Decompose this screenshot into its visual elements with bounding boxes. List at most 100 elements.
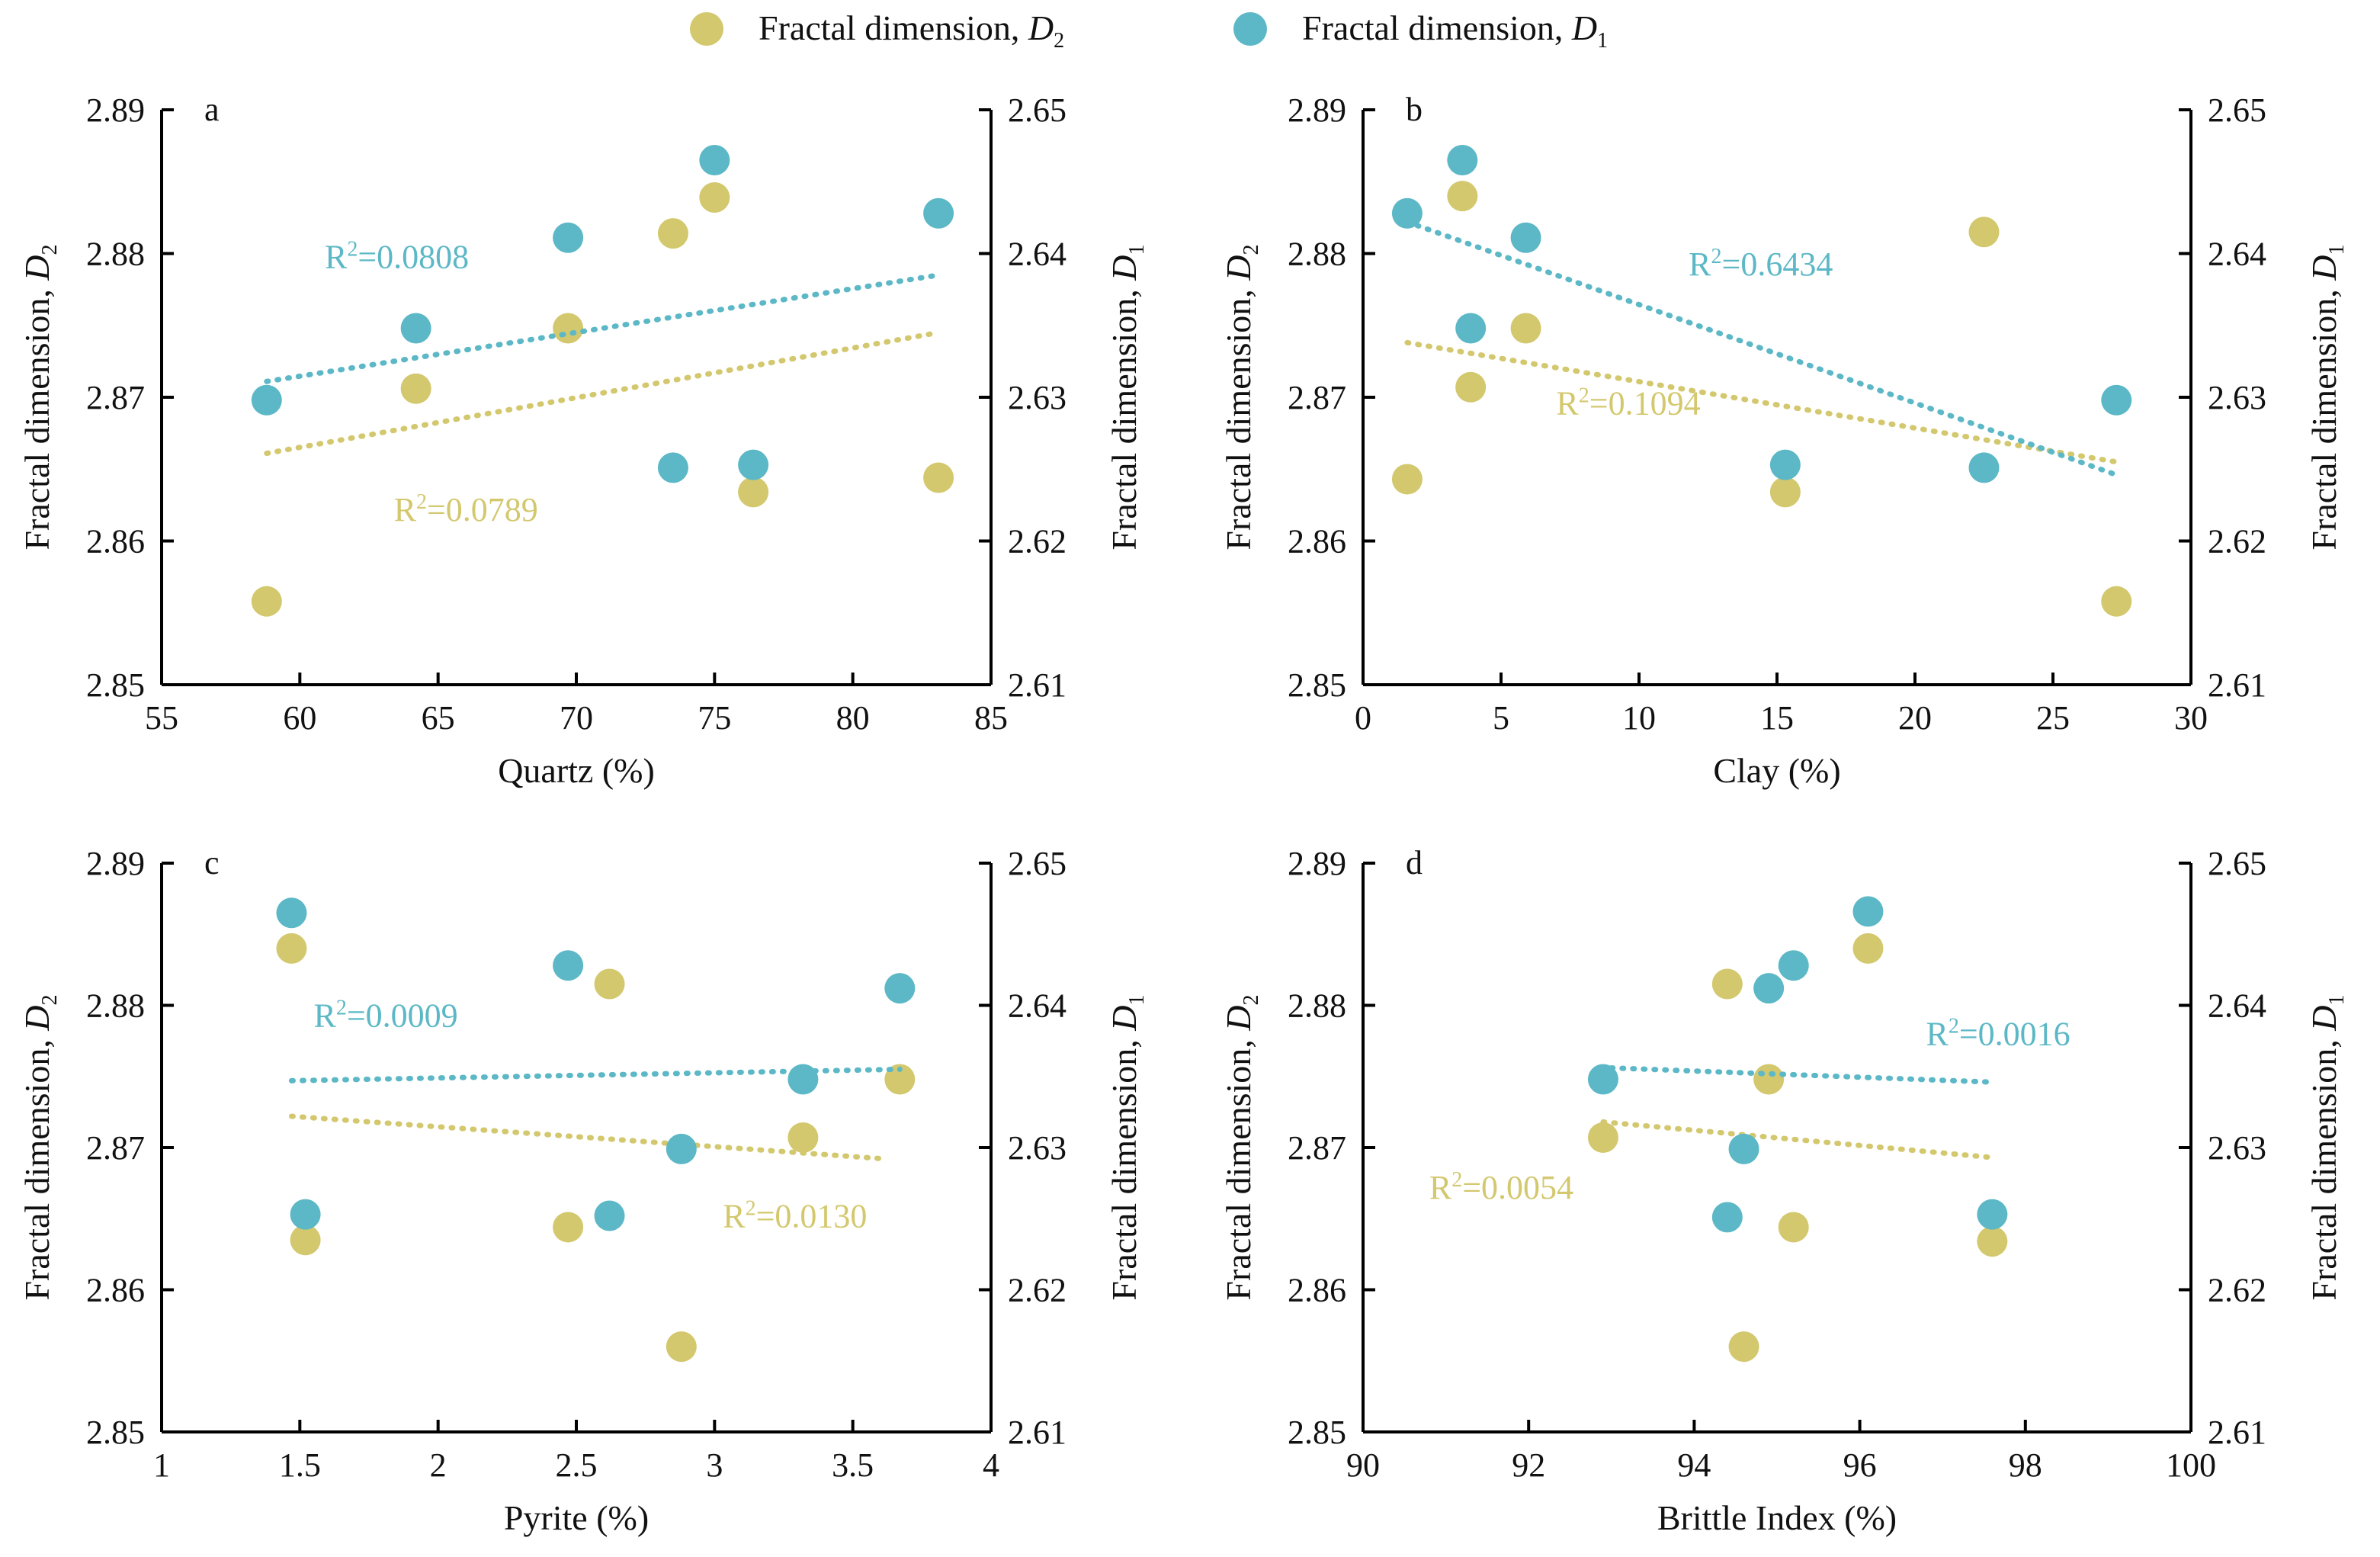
- x-tick-label: 20: [1898, 699, 1932, 737]
- data-point-d2: [923, 462, 954, 493]
- left-y-tick-label: 2.87: [1288, 1129, 1346, 1167]
- r-squared-label-d1: R2=0.0808: [325, 237, 469, 275]
- data-point-d1: [553, 950, 584, 981]
- right-y-tick-label: 2.63: [2208, 379, 2266, 416]
- x-tick-label: 3.5: [832, 1446, 874, 1484]
- panel-a: 55 60 65 70 75 80 85 2.85 2.86 2.87 2.88 2.89 2.61 2.…: [18, 91, 1149, 790]
- x-tick-label: 92: [1512, 1446, 1545, 1484]
- data-point-d2: [1447, 181, 1478, 212]
- data-point-d1: [553, 222, 584, 253]
- right-y-tick-label: 2.65: [2208, 91, 2266, 129]
- data-point-d2: [553, 313, 584, 344]
- right-y-axis-title: Fractal dimension, D1: [2305, 244, 2349, 550]
- right-y-axis-title: Fractal dimension, D1: [2305, 994, 2349, 1300]
- data-point-d1: [657, 452, 688, 483]
- right-y-tick-label: 2.62: [2208, 1272, 2266, 1309]
- data-point-d1: [1711, 1202, 1743, 1233]
- data-point-d1: [251, 384, 282, 416]
- data-point-d1: [594, 1200, 625, 1231]
- data-point-d2: [1778, 1212, 1809, 1243]
- right-y-tick-label: 2.65: [2208, 845, 2266, 882]
- data-point-d1: [400, 313, 431, 344]
- left-y-tick-label: 2.85: [1288, 1414, 1346, 1451]
- data-point-d2: [738, 477, 769, 508]
- legend-marker-d1: [1233, 12, 1267, 46]
- legend-label-d1: Fractal dimension, D1: [1302, 8, 1608, 53]
- right-y-tick-label: 2.62: [1008, 1272, 1067, 1309]
- right-y-axis-title: Fractal dimension, D1: [1105, 994, 1149, 1300]
- left-y-tick-label: 2.85: [86, 666, 145, 704]
- left-y-tick-label: 2.89: [86, 91, 145, 129]
- left-y-tick-label: 2.86: [1288, 523, 1346, 560]
- left-y-tick-label: 2.87: [1288, 379, 1346, 416]
- data-point-d2: [657, 218, 688, 249]
- data-point-d2: [553, 1212, 584, 1243]
- r-squared-label-d2: R2=0.1094: [1556, 384, 1700, 422]
- right-y-tick-label: 2.61: [1008, 666, 1067, 704]
- trendline-d2: [1600, 1119, 1995, 1161]
- trendline-d1: [1404, 219, 2119, 478]
- x-tick-label: 2.5: [556, 1446, 598, 1484]
- data-point-d1: [1587, 1064, 1618, 1095]
- data-point-d2: [594, 968, 625, 1000]
- data-point-d1: [1968, 452, 2000, 483]
- right-y-tick-label: 2.61: [2208, 666, 2266, 704]
- data-point-d2: [400, 373, 431, 404]
- left-y-tick-label: 2.87: [86, 1129, 145, 1167]
- left-y-axis-title: Fractal dimension, D2: [18, 994, 62, 1300]
- data-point-d1: [1753, 973, 1785, 1004]
- right-y-tick-label: 2.62: [1008, 523, 1067, 560]
- x-tick-label: 75: [698, 699, 731, 737]
- data-point-d2: [787, 1122, 819, 1153]
- x-tick-label: 30: [2174, 699, 2208, 737]
- data-point-d2: [1728, 1331, 1759, 1363]
- x-tick-label: 98: [2009, 1446, 2042, 1484]
- legend-label-d2: Fractal dimension, D2: [759, 8, 1064, 53]
- left-y-tick-label: 2.89: [1288, 845, 1346, 882]
- x-tick-label: 10: [1622, 699, 1656, 737]
- right-y-tick-label: 2.63: [1008, 379, 1067, 416]
- left-y-axis-title: Fractal dimension, D2: [1219, 244, 1263, 550]
- panel-c: 1 1.5 2 2.5 3 3.5 4 2.85 2.86 2.87 2.88 2.89 2.61 2.6…: [18, 844, 1149, 1537]
- trendline-d2: [264, 329, 941, 457]
- left-y-tick-label: 2.87: [86, 379, 145, 416]
- data-point-d2: [1977, 1226, 2008, 1257]
- data-point-d2: [1455, 371, 1487, 403]
- left-y-tick-label: 2.88: [86, 236, 145, 273]
- x-tick-label: 25: [2036, 699, 2070, 737]
- x-tick-label: 1: [153, 1446, 170, 1484]
- legend: Fractal dimension, D2 Fractal dimension,…: [690, 8, 1608, 53]
- panel-letter: c: [204, 844, 220, 881]
- x-tick-label: 100: [2166, 1446, 2216, 1484]
- left-y-tick-label: 2.88: [1288, 236, 1346, 273]
- x-tick-label: 85: [974, 699, 1008, 737]
- trendline-d1: [264, 272, 941, 384]
- data-point-d2: [1587, 1122, 1618, 1153]
- r-squared-label-d2: R2=0.0054: [1429, 1168, 1573, 1206]
- data-point-d1: [1977, 1199, 2008, 1230]
- x-tick-label: 0: [1355, 699, 1371, 737]
- data-point-d1: [666, 1133, 697, 1164]
- data-point-d2: [290, 1225, 321, 1256]
- r-squared-label-d1: R2=0.0016: [1926, 1015, 2070, 1053]
- left-y-tick-label: 2.86: [1288, 1272, 1346, 1309]
- data-point-d2: [1391, 464, 1423, 495]
- left-y-tick-label: 2.88: [86, 987, 145, 1025]
- left-y-axis-title: Fractal dimension, D2: [1219, 994, 1263, 1300]
- x-tick-label: 70: [560, 699, 593, 737]
- right-y-tick-label: 2.65: [1008, 845, 1067, 882]
- right-y-tick-label: 2.64: [2208, 987, 2266, 1025]
- right-y-tick-label: 2.62: [2208, 523, 2266, 560]
- left-y-tick-label: 2.86: [86, 1272, 145, 1309]
- r-squared-label-d1: R2=0.0009: [313, 996, 457, 1034]
- data-point-d2: [1968, 217, 2000, 248]
- data-point-d2: [1852, 933, 1884, 964]
- data-point-d1: [1852, 896, 1884, 927]
- right-y-tick-label: 2.61: [2208, 1414, 2266, 1451]
- data-point-d2: [1753, 1064, 1785, 1095]
- data-point-d1: [290, 1199, 321, 1230]
- x-tick-label: 4: [983, 1446, 999, 1484]
- panel-letter: b: [1406, 91, 1423, 128]
- x-tick-label: 96: [1843, 1446, 1877, 1484]
- data-point-d2: [666, 1331, 697, 1363]
